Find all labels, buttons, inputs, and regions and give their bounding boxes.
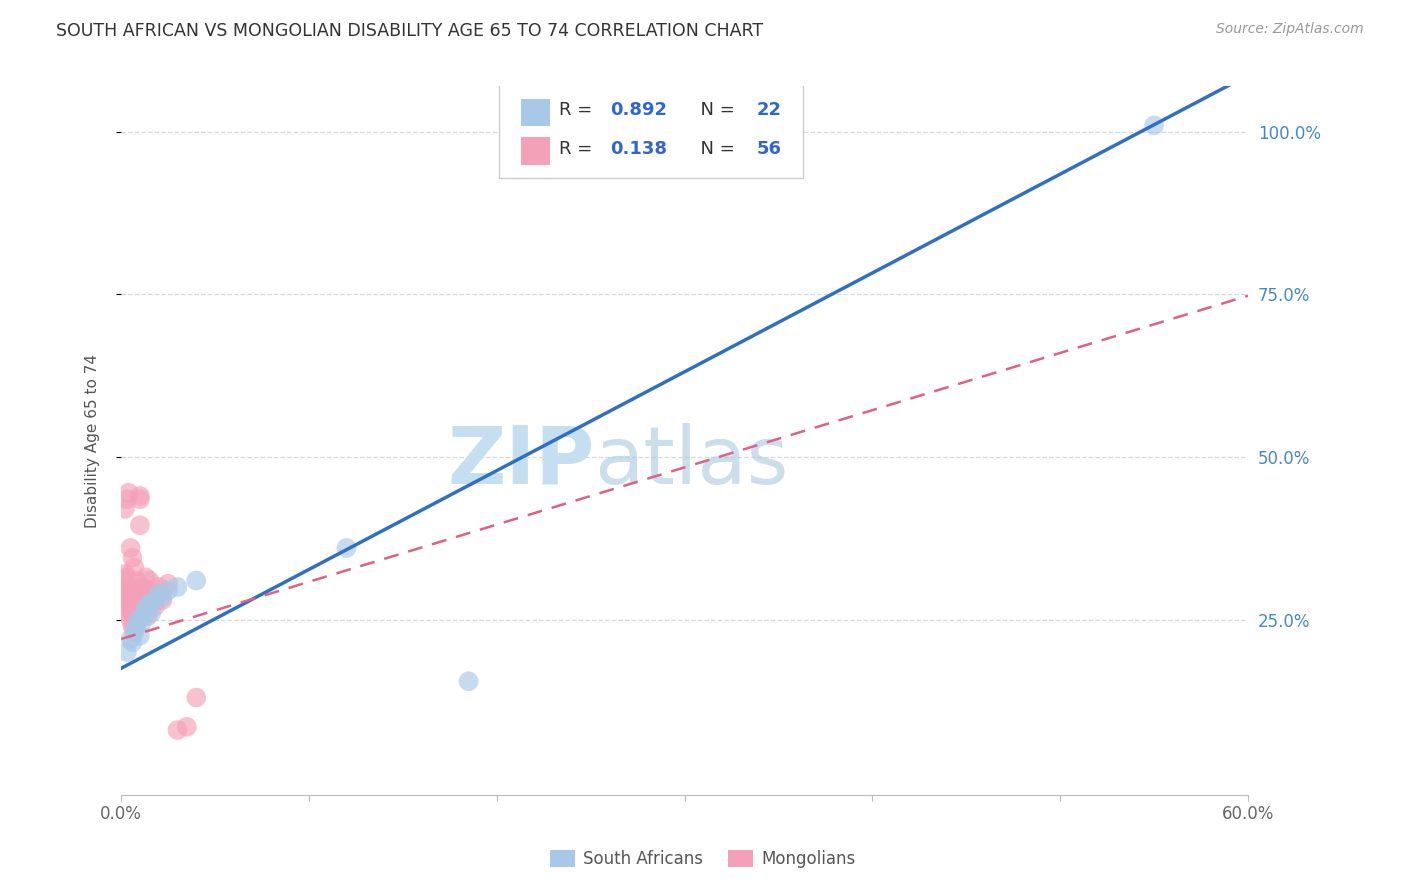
Point <box>117 586 139 600</box>
Point <box>115 580 138 594</box>
Point <box>143 593 166 607</box>
Point <box>136 599 159 614</box>
Point <box>132 586 155 600</box>
Text: N =: N = <box>689 102 741 120</box>
Point <box>114 593 136 607</box>
Legend: South Africans, Mongolians: South Africans, Mongolians <box>543 843 863 875</box>
Point <box>132 609 155 624</box>
Point <box>125 574 148 588</box>
Point <box>141 606 163 620</box>
Text: 0.138: 0.138 <box>610 140 668 159</box>
Point <box>114 502 136 516</box>
Point <box>127 613 149 627</box>
Point <box>135 603 157 617</box>
FancyBboxPatch shape <box>522 99 551 127</box>
Text: R =: R = <box>560 102 599 120</box>
Text: R =: R = <box>560 140 605 159</box>
Text: SOUTH AFRICAN VS MONGOLIAN DISABILITY AGE 65 TO 74 CORRELATION CHART: SOUTH AFRICAN VS MONGOLIAN DISABILITY AG… <box>56 22 763 40</box>
Point <box>186 574 208 588</box>
Point <box>124 625 146 640</box>
Point <box>152 593 174 607</box>
Text: 22: 22 <box>756 102 782 120</box>
Point <box>129 518 152 533</box>
Point <box>124 560 146 574</box>
Point <box>138 583 160 598</box>
Point <box>111 586 134 600</box>
Point <box>148 586 170 600</box>
Point <box>121 619 143 633</box>
Point <box>115 599 138 614</box>
Point <box>136 609 159 624</box>
Point <box>115 492 138 507</box>
Point <box>131 615 153 630</box>
Point <box>125 586 148 600</box>
Point <box>132 583 155 598</box>
Point <box>138 574 160 588</box>
Point <box>129 629 152 643</box>
Point <box>124 622 146 636</box>
Point <box>120 613 142 627</box>
Point <box>131 580 153 594</box>
Point <box>125 603 148 617</box>
Point <box>115 645 138 659</box>
Text: ZIP: ZIP <box>447 423 595 501</box>
Point <box>124 609 146 624</box>
Point <box>121 583 143 598</box>
Point <box>157 583 180 598</box>
Point <box>111 574 134 588</box>
Point <box>148 586 170 600</box>
Point <box>166 723 188 737</box>
Text: Source: ZipAtlas.com: Source: ZipAtlas.com <box>1216 22 1364 37</box>
Point <box>457 674 479 689</box>
Point <box>120 593 142 607</box>
Point <box>125 619 148 633</box>
Text: 56: 56 <box>756 140 782 159</box>
Point <box>129 489 152 503</box>
Point <box>143 599 166 614</box>
Text: 0.892: 0.892 <box>610 102 668 120</box>
Point <box>129 492 152 507</box>
Point <box>120 632 142 646</box>
Point <box>138 586 160 600</box>
Point <box>117 596 139 610</box>
Point <box>121 635 143 649</box>
Y-axis label: Disability Age 65 to 74: Disability Age 65 to 74 <box>86 354 100 528</box>
Point <box>120 541 142 555</box>
Point <box>152 590 174 604</box>
Point <box>157 576 180 591</box>
Point <box>114 566 136 581</box>
Point <box>335 541 357 555</box>
Point <box>117 606 139 620</box>
Point <box>121 550 143 565</box>
Text: atlas: atlas <box>595 423 789 501</box>
Point <box>115 570 138 584</box>
Point <box>138 596 160 610</box>
Point <box>132 599 155 614</box>
Point <box>141 596 163 610</box>
FancyBboxPatch shape <box>522 137 551 165</box>
Point <box>115 590 138 604</box>
Point <box>186 690 208 705</box>
Point <box>1143 119 1166 133</box>
Point <box>114 580 136 594</box>
FancyBboxPatch shape <box>499 83 803 178</box>
Point <box>121 596 143 610</box>
Point <box>148 580 170 594</box>
Point <box>121 607 143 622</box>
Point <box>166 580 188 594</box>
Point <box>120 603 142 617</box>
Point <box>131 590 153 604</box>
Point <box>120 580 142 594</box>
Point <box>127 596 149 610</box>
Point <box>124 599 146 614</box>
Point <box>117 485 139 500</box>
Text: N =: N = <box>689 140 741 159</box>
Point <box>176 720 198 734</box>
Point <box>135 570 157 584</box>
Point <box>127 609 149 624</box>
